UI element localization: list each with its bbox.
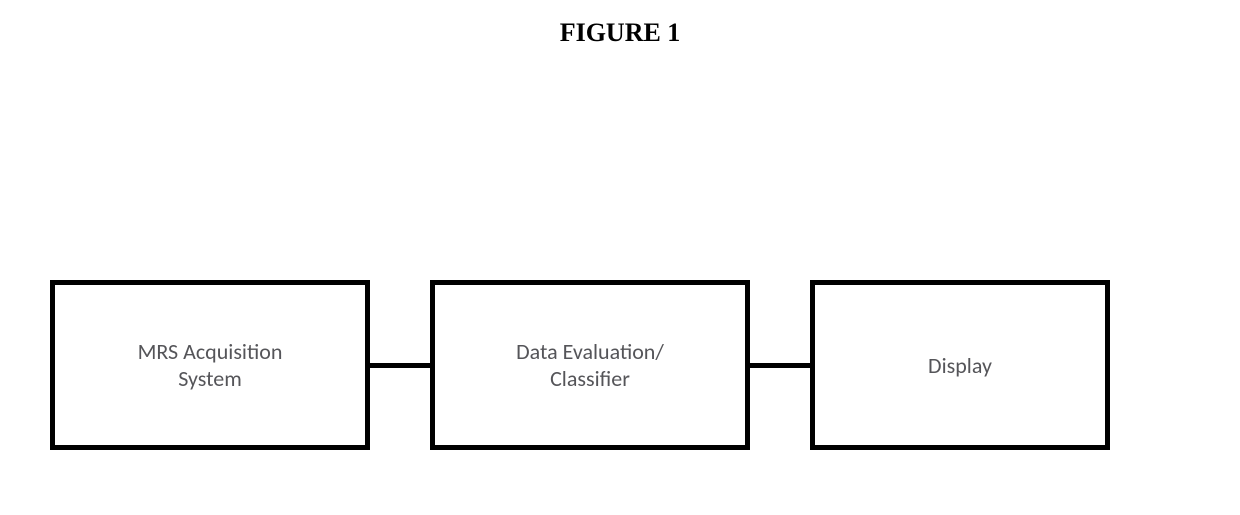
node-label-line1: Display xyxy=(928,352,992,379)
node-display: Display xyxy=(810,280,1110,450)
node-label-line2: System xyxy=(178,365,242,392)
node-mrs-acquisition: MRS Acquisition System xyxy=(50,280,370,450)
figure-title: FIGURE 1 xyxy=(560,18,681,48)
node-label-line1: Data Evaluation/ xyxy=(516,338,664,365)
edge-n1-n2 xyxy=(370,363,430,368)
edge-n2-n3 xyxy=(750,363,810,368)
flowchart-row: MRS Acquisition System Data Evaluation/ … xyxy=(50,280,1110,450)
node-data-evaluation: Data Evaluation/ Classifier xyxy=(430,280,750,450)
node-label-line1: MRS Acquisition xyxy=(138,338,283,365)
node-label-line2: Classifier xyxy=(550,365,630,392)
